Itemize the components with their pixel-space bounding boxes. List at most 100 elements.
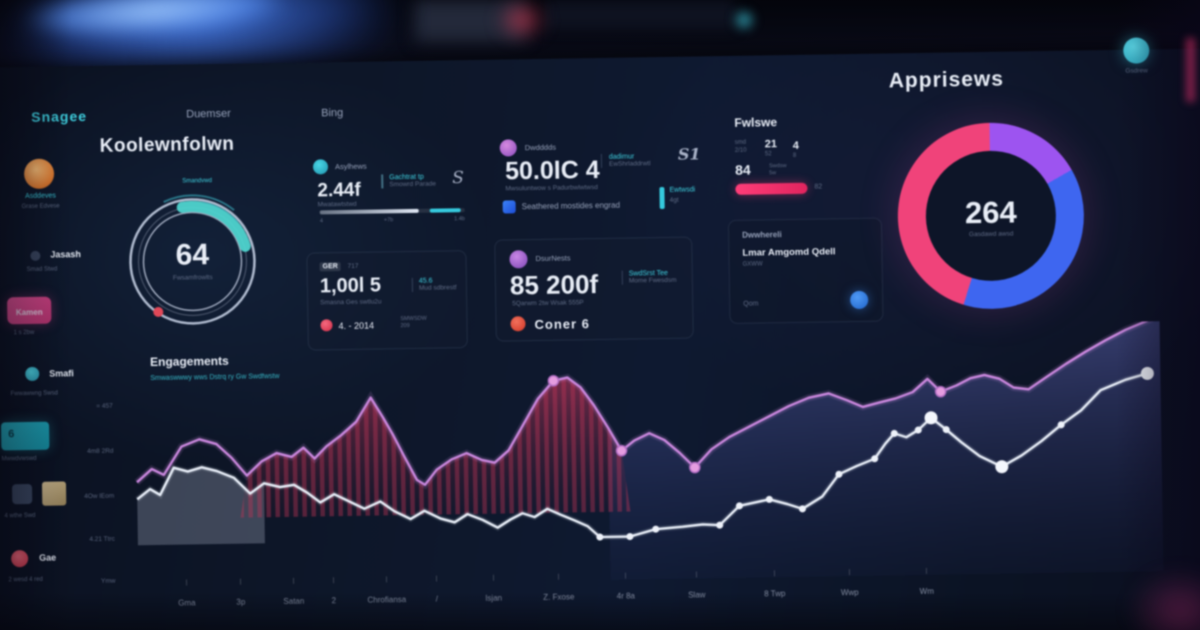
red-dot-icon	[11, 550, 29, 568]
kpi1-progress-accent	[429, 208, 461, 213]
reviews-value: 264	[964, 194, 1017, 231]
followers-n1-sub: 52	[764, 151, 772, 158]
sidebar-pink-button[interactable]: Kamen	[7, 296, 52, 325]
sidebar-teal-button-label: 6	[8, 428, 15, 441]
detail-action-button[interactable]	[850, 290, 869, 310]
x-axis-label: 2	[331, 596, 337, 606]
x-axis-label: Wm	[919, 586, 934, 597]
x-axis-label: Satan	[283, 596, 305, 607]
kpi1-value: 2.44f	[317, 179, 361, 202]
image-tile-icon	[41, 481, 67, 506]
kpi1-tick: +7b	[383, 217, 394, 224]
kpi2-tag-bar	[659, 186, 665, 210]
kpi4-foot: Coner 6	[534, 316, 591, 333]
pink-edge-reflection	[1186, 38, 1195, 102]
kpi2-value: 50.0lC 4	[504, 156, 600, 186]
kpi3-foot-side: SMWSDW	[400, 315, 427, 323]
nav-item-2[interactable]: Bing	[321, 107, 344, 120]
kpi3-side-sub: Mud sdbrestf	[418, 284, 457, 292]
score-gauge: 64 Fwsamfrowlts	[106, 175, 279, 348]
user-avatar[interactable]	[23, 158, 55, 190]
followers-n3-side2: 5w	[769, 170, 777, 177]
background-shape	[545, 0, 735, 30]
sidebar-item-sub: 1 s 2bw	[13, 329, 35, 337]
kpi4-label: DsurNests	[535, 253, 571, 264]
followers-small1: smd	[734, 139, 747, 146]
x-axis-label: /	[435, 594, 439, 604]
detail-line2: GXWW	[742, 261, 763, 268]
sidebar-pink-button-label: Kamen	[15, 307, 43, 318]
kpi2-tag-title: Ewtwsdi	[669, 186, 696, 194]
profile-label: Gsdrew	[1125, 67, 1148, 75]
kpi1-tick: 1.4b	[454, 216, 465, 223]
gauge-value: 64	[175, 238, 210, 272]
y-axis-label: = 457	[96, 402, 113, 410]
detail-footer: Qom	[743, 300, 759, 308]
kpi4-sub: 5Qarwm 2tw Wsak 555P	[512, 299, 584, 308]
followers-title: Fwlswe	[734, 115, 778, 130]
background-teal-light	[728, 4, 760, 36]
grid-icon	[11, 483, 33, 505]
detail-title: Dwwhereli	[742, 230, 782, 240]
dashboard-screen: Snagee Duemser Bing Gsdrew Asddeves Gras…	[0, 37, 1200, 630]
x-axis-label: Wwp	[840, 587, 859, 598]
kpi1-label: Asylhews	[334, 161, 367, 172]
kpi4-side: SwdSrst Tee Mome Fwesdsm	[621, 269, 693, 285]
kpi1-progress-bar	[319, 208, 465, 214]
kpi3-value: 1,00l 5	[319, 274, 382, 298]
sidebar-item-sub: Smad Stwd	[26, 266, 58, 274]
kpi2-label: Dwdddds	[524, 142, 557, 153]
profile-avatar-icon[interactable]	[1123, 37, 1150, 64]
detail-card[interactable]: Dwwhereli Lmar Amgomd Qdell GXWW Qom	[727, 217, 884, 324]
kpi2-sub: Mwsuluntwow s Padurbwlwtwsd	[505, 184, 598, 193]
kpi4-value: 85 200f	[509, 269, 599, 301]
kpi3-side: 45.6 Mud sdbrestf	[411, 277, 469, 292]
kpi4-side-sub: Mome Fwesdsm	[628, 276, 677, 285]
kpi4-icon	[509, 250, 528, 269]
x-axis-label: lsjan	[485, 593, 503, 603]
kpi1-icon	[312, 159, 329, 175]
kpi1-glyph: S	[452, 168, 465, 189]
kpi1-progress-fill	[319, 208, 419, 214]
reviews-title: Apprisews	[888, 67, 1005, 93]
kpi3-label: GER	[319, 262, 341, 272]
x-axis-label: Z. Fxose	[543, 592, 575, 602]
kpi2-glyph: S1	[677, 144, 701, 164]
app-logo: Snagee	[31, 108, 88, 125]
user-name: Asddeves	[25, 192, 56, 201]
kpi3-foot: 4. - 2014	[338, 320, 375, 332]
sidebar-item-sub: 2 wesd 4 red	[8, 576, 43, 584]
followers-small2: 2/10	[734, 147, 747, 154]
kpi1-sub: Mwatawtstwd	[317, 200, 357, 209]
kpi3-sub: Smasna Ges swtlu2u	[320, 298, 382, 307]
sidebar-item-label: Smafi	[49, 368, 74, 379]
kpi1-tick: 4	[319, 218, 323, 225]
detail-line1: Lmar Amgomd Qdell	[742, 246, 836, 259]
x-axis-label: Gma	[178, 598, 196, 608]
kpi1-ticks: 4 +7b 1.4b	[320, 216, 465, 224]
x-axis-label: 3p	[236, 597, 246, 607]
followers-bar-label: 82	[814, 183, 823, 191]
x-axis-label: Chrofiansa	[367, 595, 407, 605]
kpi4-card: DsurNests 85 200f 5Qarwm 2tw Wsak 555P S…	[494, 236, 694, 342]
x-axis-label: 8 Twp	[764, 589, 786, 599]
followers-n1: 21	[764, 138, 778, 151]
followers-n3-side: Swdsw	[769, 163, 787, 170]
kpi3-foot-side2: 209	[400, 323, 410, 330]
nav-item-1[interactable]: Duemser	[186, 107, 231, 121]
user-subtitle: Grase Edvese	[21, 203, 60, 211]
kpi2-icon	[499, 139, 517, 157]
sidebar-item-sub: Mwwdvwswd	[1, 455, 37, 463]
engagement-title: Engagements	[149, 353, 229, 370]
kpi3-red-dot-icon	[320, 319, 333, 332]
sidebar-teal-button[interactable]: 6	[1, 421, 50, 451]
kpi3-card: GER 717 1,00l 5 Smasna Ges swtlu2u 45.6 …	[306, 250, 469, 351]
kpi2-note-icon	[502, 200, 516, 214]
followers-n3: 84	[734, 161, 751, 178]
followers-n2: 4	[792, 139, 799, 152]
gauge-top-label: Smandvwd	[182, 178, 212, 185]
kpi3-label2: 717	[347, 262, 359, 270]
kpi2-tag-sub: 4gt	[669, 196, 679, 204]
engagement-subtitle: Smwaswwwy wws Dstrq ry Gw Swdfwstw	[150, 373, 280, 383]
